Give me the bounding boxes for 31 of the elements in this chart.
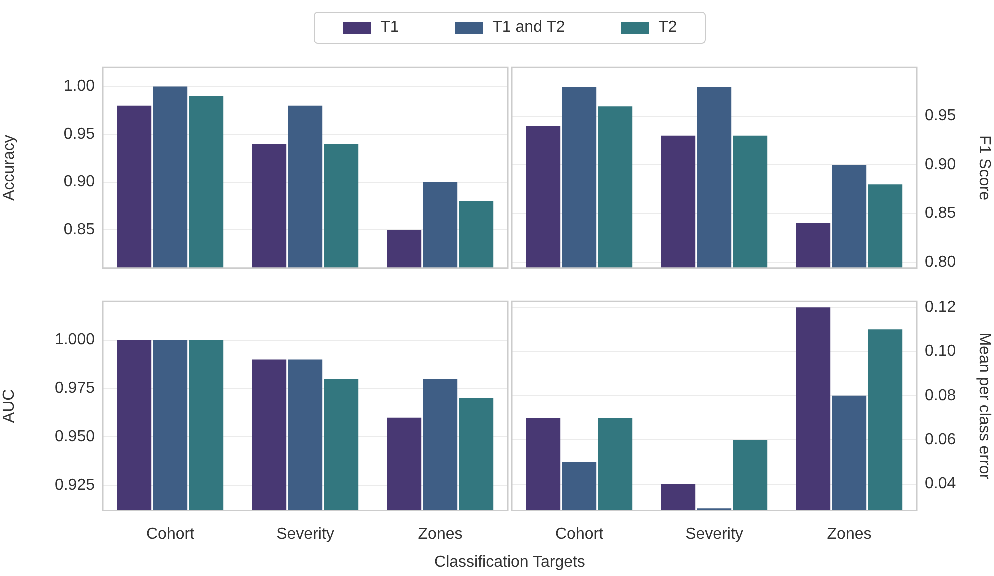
y-axis-title: Mean per class error bbox=[976, 332, 993, 480]
y-tick-label: 0.85 bbox=[64, 222, 96, 239]
x-tick-label: Severity bbox=[276, 526, 334, 543]
y-tick-label: 0.90 bbox=[925, 156, 956, 174]
y-tick-label: 1.000 bbox=[54, 332, 96, 349]
legend-label: T2 bbox=[658, 19, 678, 37]
y-tick-label: 0.90 bbox=[64, 174, 96, 191]
y-tick-label: 0.06 bbox=[925, 432, 956, 449]
y-tick-label: 0.04 bbox=[925, 476, 956, 493]
y-tick-label: 1.00 bbox=[64, 78, 96, 96]
y-tick-label: 0.925 bbox=[54, 477, 96, 494]
y-axis-title: F1 Score bbox=[976, 136, 993, 201]
y-tick-label: 0.975 bbox=[54, 380, 96, 398]
y-tick-label: 0.85 bbox=[925, 205, 956, 222]
y-tick-label: 0.80 bbox=[925, 254, 956, 271]
y-tick-label: 0.95 bbox=[64, 126, 96, 143]
legend-label: T1 bbox=[380, 19, 400, 37]
x-axis-title: Classification Targets bbox=[434, 554, 586, 572]
y-axis-title: Accuracy bbox=[1, 135, 18, 201]
x-tick-label: Zones bbox=[827, 526, 872, 543]
y-tick-label: 0.95 bbox=[925, 108, 956, 125]
y-tick-label: 0.08 bbox=[925, 387, 956, 404]
y-tick-label: 0.10 bbox=[925, 343, 956, 360]
legend-label: T1 and T2 bbox=[492, 19, 566, 37]
y-tick-label: 0.12 bbox=[925, 298, 956, 316]
y-axis-title: AUC bbox=[1, 389, 18, 424]
x-tick-label: Cohort bbox=[146, 526, 196, 543]
y-tick-label: 0.950 bbox=[54, 428, 96, 446]
x-tick-label: Cohort bbox=[555, 526, 604, 543]
x-tick-label: Zones bbox=[418, 526, 463, 543]
x-tick-label: Severity bbox=[686, 526, 744, 543]
